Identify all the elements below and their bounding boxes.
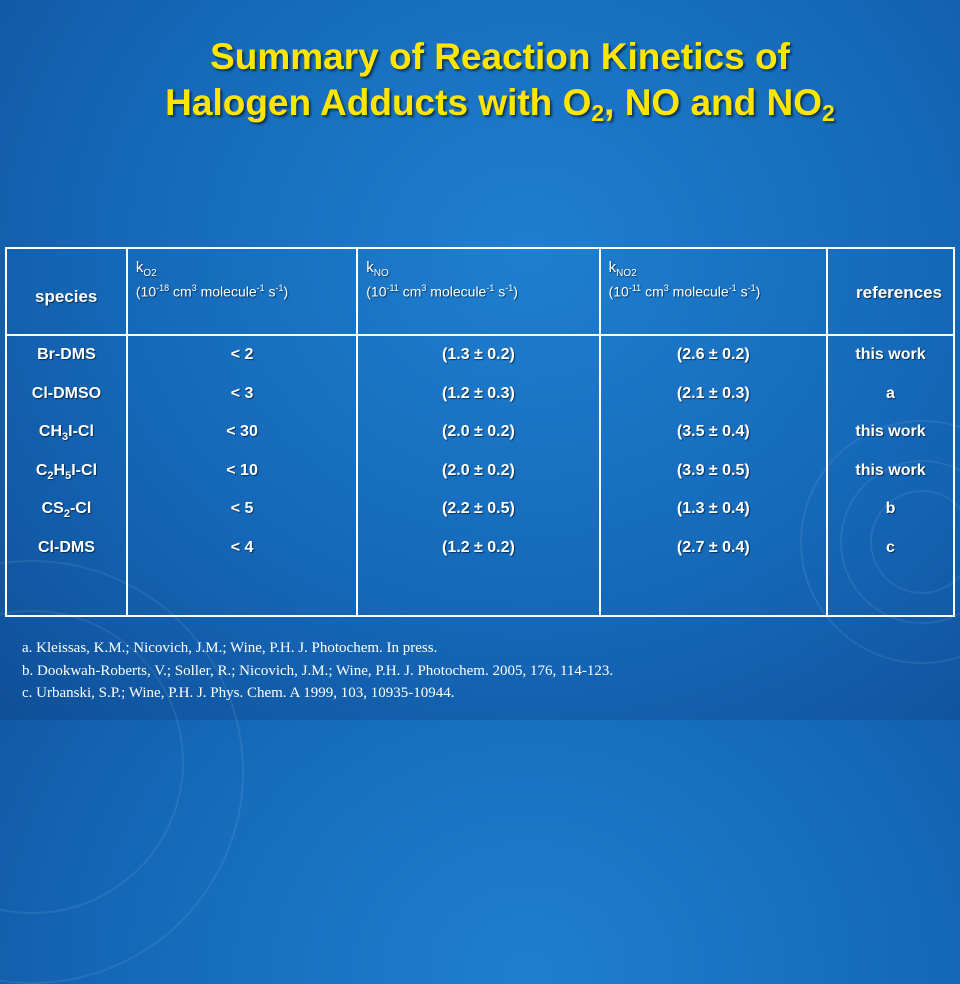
species-cell: CS2-Cl xyxy=(41,500,92,521)
reference-cell: this work xyxy=(855,461,926,479)
table-header-row: species kO2 (10-18 cm3 molecule-1 s-1) k… xyxy=(5,247,955,336)
title-line-2: Halogen Adducts with O2, NO and NO2 xyxy=(165,82,835,126)
k-no-cell: (1.3 ± 0.2) xyxy=(442,346,515,363)
k-no-cell: (1.2 ± 0.2) xyxy=(442,538,515,556)
slide-title: Summary of Reaction Kinetics of Halogen … xyxy=(60,34,940,136)
species-cell: C2H5I-Cl xyxy=(35,461,98,482)
references-column: this work a this work this work b c xyxy=(826,334,955,617)
k-o2-cell: < 30 xyxy=(226,423,258,440)
k-no2-column: (2.6 ± 0.2) (2.1 ± 0.3) (3.5 ± 0.4) (3.9… xyxy=(598,334,829,617)
k-no-cell: (2.2 ± 0.5) xyxy=(442,500,515,517)
k-no-cell: (1.2 ± 0.3) xyxy=(442,384,515,402)
k-o2-column: < 2 < 3 < 30 < 10 < 5 < 4 xyxy=(125,334,359,617)
k-o2-cell: < 10 xyxy=(226,461,258,479)
k-no2-cell: (2.7 ± 0.4) xyxy=(676,538,750,556)
k-no2-cell: (3.9 ± 0.5) xyxy=(676,461,750,479)
header-species: species xyxy=(5,247,128,336)
k-o2-cell: < 5 xyxy=(230,500,254,517)
k-no2-cell: (2.1 ± 0.3) xyxy=(676,384,750,402)
header-k-no2: kNO2 (10-11 cm3 molecule-1 s-1) xyxy=(598,247,829,336)
species-cell: Br-DMS xyxy=(37,346,96,363)
reference-c: c. Urbanski, S.P.; Wine, P.H. J. Phys. C… xyxy=(22,685,455,701)
k-no-cell: (2.0 ± 0.2) xyxy=(442,423,515,440)
table-data-row: Br-DMS Cl-DMSO CH3I-Cl C2H5I-Cl CS2-Cl C… xyxy=(5,334,955,617)
header-k-o2: kO2 (10-18 cm3 molecule-1 s-1) xyxy=(125,247,359,336)
k-o2-cell: < 3 xyxy=(230,384,254,402)
reference-cell: this work xyxy=(855,346,926,363)
k-no2-cell: (1.3 ± 0.4) xyxy=(676,500,750,517)
title-line-1: Summary of Reaction Kinetics of xyxy=(210,36,790,77)
k-no2-cell: (2.6 ± 0.2) xyxy=(676,346,750,363)
reference-cell: this work xyxy=(855,423,926,440)
species-cell: Cl-DMS xyxy=(37,538,95,556)
reference-cell: c xyxy=(886,538,895,556)
species-cell: Cl-DMSO xyxy=(31,384,102,402)
k-o2-cell: < 4 xyxy=(230,538,254,556)
k-no-cell: (2.0 ± 0.2) xyxy=(442,461,515,479)
reference-b: b. Dookwah-Roberts, V.; Soller, R.; Nico… xyxy=(22,662,614,679)
k-no-column: (1.3 ± 0.2) (1.2 ± 0.3) (2.0 ± 0.2) (2.0… xyxy=(356,334,601,617)
reference-list: a. Kleissas, K.M.; Nicovich, J.M.; Wine,… xyxy=(22,637,613,705)
species-cell: CH3I-Cl xyxy=(38,423,94,444)
kinetics-table: species kO2 (10-18 cm3 molecule-1 s-1) k… xyxy=(5,247,955,617)
reference-cell: a xyxy=(886,384,895,402)
reference-a: a. Kleissas, K.M.; Nicovich, J.M.; Wine,… xyxy=(22,640,438,656)
species-column: Br-DMS Cl-DMSO CH3I-Cl C2H5I-Cl CS2-Cl C… xyxy=(5,334,128,617)
header-k-no: kNO (10-11 cm3 molecule-1 s-1) xyxy=(356,247,601,336)
k-no2-cell: (3.5 ± 0.4) xyxy=(676,423,750,440)
reference-cell: b xyxy=(885,500,896,517)
k-o2-cell: < 2 xyxy=(230,346,254,363)
header-references: references xyxy=(826,247,955,336)
